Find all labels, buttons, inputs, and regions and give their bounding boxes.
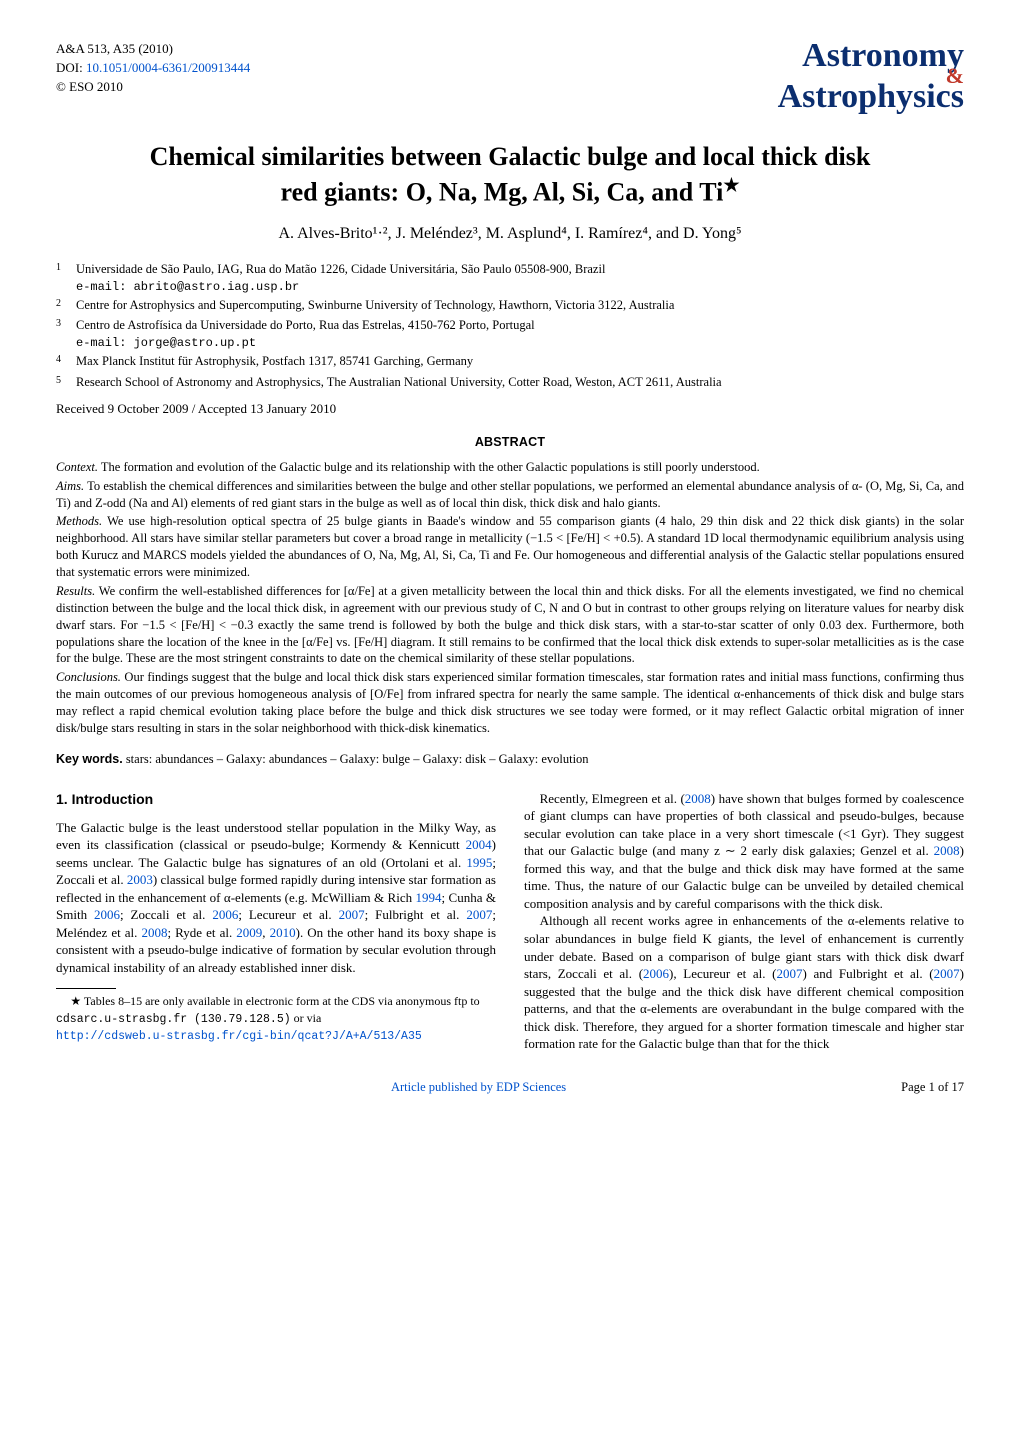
footnote-tables: ★ Tables 8–15 are only available in elec…	[56, 993, 496, 1044]
page-number: Page 1 of 17	[901, 1079, 964, 1096]
footer-publisher-link[interactable]: Article published by EDP Sciences	[391, 1079, 566, 1096]
cite-lecureur-2007b[interactable]: 2007	[777, 966, 803, 981]
aff-num-5: 5	[56, 375, 61, 386]
cite-fulbright-2007b[interactable]: 2007	[934, 966, 960, 981]
context-text: The formation and evolution of the Galac…	[101, 460, 760, 474]
title-line1: Chemical similarities between Galactic b…	[150, 142, 871, 171]
doi-line: DOI: 10.1051/0004-6361/200913444	[56, 59, 250, 78]
results-text: We confirm the well-established differen…	[56, 584, 964, 666]
aff-num-2: 2	[56, 298, 61, 309]
cite-zoccali-2006b[interactable]: 2006	[643, 966, 669, 981]
conclusions-text: Our findings suggest that the bulge and …	[56, 670, 964, 735]
intro-col2-para2: Although all recent works agree in enhan…	[524, 912, 964, 1052]
cite-ryde-2010[interactable]: 2010	[270, 925, 296, 940]
abstract-context: Context. The formation and evolution of …	[56, 459, 964, 476]
affiliation-1: 1 Universidade de São Paulo, IAG, Rua do…	[56, 261, 964, 295]
abstract: Context. The formation and evolution of …	[56, 459, 964, 737]
aff-text-3: Centro de Astrofísica da Universidade do…	[76, 318, 535, 332]
cite-ryde-2009[interactable]: 2009	[236, 925, 262, 940]
body-columns: 1. Introduction The Galactic bulge is th…	[56, 790, 964, 1053]
aims-text: To establish the chemical differences an…	[56, 479, 964, 510]
footnote-text: ★ Tables 8–15 are only available in elec…	[70, 994, 479, 1008]
page-header: A&A 513, A35 (2010) DOI: 10.1051/0004-63…	[56, 40, 964, 113]
cite-genzel-2008[interactable]: 2008	[934, 843, 960, 858]
affiliations: 1 Universidade de São Paulo, IAG, Rua do…	[56, 261, 964, 393]
aff-num-3: 3	[56, 318, 61, 329]
article-title: Chemical similarities between Galactic b…	[96, 141, 924, 209]
authors: A. Alves-Brito¹·², J. Meléndez³, M. Aspl…	[56, 223, 964, 245]
aff-num-1: 1	[56, 262, 61, 273]
affiliation-4: 4 Max Planck Institut für Astrophysik, P…	[56, 353, 964, 372]
column-right: Recently, Elmegreen et al. (2008) have s…	[524, 790, 964, 1053]
logo-astrophysics: Astrophysics	[778, 78, 964, 115]
doi-prefix: DOI:	[56, 60, 86, 75]
cite-melendez-2008[interactable]: 2008	[141, 925, 167, 940]
methods-text: We use high-resolution optical spectra o…	[56, 514, 964, 579]
cite-kormendy-2004[interactable]: 2004	[466, 837, 492, 852]
cite-zoccali-2003[interactable]: 2003	[127, 872, 153, 887]
aff-text-4: Max Planck Institut für Astrophysik, Pos…	[76, 353, 964, 372]
keywords-label: Key words.	[56, 752, 123, 766]
context-label: Context.	[56, 460, 98, 474]
doi-link[interactable]: 10.1051/0004-6361/200913444	[86, 60, 250, 75]
journal-logo: Astronomy & Astrophysics	[778, 40, 964, 113]
copyright: © ESO 2010	[56, 78, 250, 97]
logo-astronomy: Astronomy	[802, 37, 964, 74]
footnote-orvia: or via	[291, 1011, 322, 1025]
aff-text-5: Research School of Astronomy and Astroph…	[76, 374, 964, 393]
aff-num-4: 4	[56, 354, 61, 365]
intro-para-1: The Galactic bulge is the least understo…	[56, 819, 496, 977]
intro-col2-para1: Recently, Elmegreen et al. (2008) have s…	[524, 790, 964, 913]
footnote-link[interactable]: http://cdsweb.u-strasbg.fr/cgi-bin/qcat?…	[56, 1030, 422, 1043]
footnote-separator	[56, 988, 116, 989]
title-footnote-star: ★	[723, 175, 739, 195]
footnote-ftp: cdsarc.u-strasbg.fr (130.79.128.5)	[56, 1013, 291, 1026]
journal-ref: A&A 513, A35 (2010)	[56, 40, 250, 59]
cite-elmegreen-2008[interactable]: 2008	[685, 791, 711, 806]
affiliation-2: 2 Centre for Astrophysics and Supercompu…	[56, 297, 964, 316]
title-line2: red giants: O, Na, Mg, Al, Si, Ca, and T…	[281, 178, 724, 207]
aims-label: Aims.	[56, 479, 84, 493]
column-left: 1. Introduction The Galactic bulge is th…	[56, 790, 496, 1053]
aff-email-3: e-mail: jorge@astro.up.pt	[76, 336, 256, 350]
logo-link[interactable]: Astronomy & Astrophysics	[778, 37, 964, 115]
conclusions-label: Conclusions.	[56, 670, 121, 684]
abstract-conclusions: Conclusions. Our findings suggest that t…	[56, 669, 964, 737]
affiliation-5: 5 Research School of Astronomy and Astro…	[56, 374, 964, 393]
affiliation-3: 3 Centro de Astrofísica da Universidade …	[56, 317, 964, 351]
cite-ortolani-1995[interactable]: 1995	[466, 855, 492, 870]
cite-mcwilliam-1994[interactable]: 1994	[416, 890, 442, 905]
abstract-methods: Methods. We use high-resolution optical …	[56, 513, 964, 581]
page-footer: Article published by EDP Sciences Page 1…	[56, 1079, 964, 1096]
abstract-aims: Aims. To establish the chemical differen…	[56, 478, 964, 512]
journal-meta: A&A 513, A35 (2010) DOI: 10.1051/0004-63…	[56, 40, 250, 97]
aff-text-1: Universidade de São Paulo, IAG, Rua do M…	[76, 262, 605, 276]
methods-label: Methods.	[56, 514, 102, 528]
cite-lecureur-2007[interactable]: 2007	[339, 907, 365, 922]
aff-text-2: Centre for Astrophysics and Supercomputi…	[76, 297, 964, 316]
keywords-text: stars: abundances – Galaxy: abundances –…	[126, 752, 589, 766]
cite-zoccali-2006[interactable]: 2006	[212, 907, 238, 922]
cite-fulbright-2007[interactable]: 2007	[466, 907, 492, 922]
keywords: Key words. stars: abundances – Galaxy: a…	[56, 751, 964, 768]
received-accepted: Received 9 October 2009 / Accepted 13 Ja…	[56, 400, 964, 418]
results-label: Results.	[56, 584, 95, 598]
cite-cunha-2006[interactable]: 2006	[94, 907, 120, 922]
abstract-heading: ABSTRACT	[56, 434, 964, 451]
section-heading-intro: 1. Introduction	[56, 790, 496, 809]
abstract-results: Results. We confirm the well-established…	[56, 583, 964, 667]
aff-email-1: e-mail: abrito@astro.iag.usp.br	[76, 280, 299, 294]
